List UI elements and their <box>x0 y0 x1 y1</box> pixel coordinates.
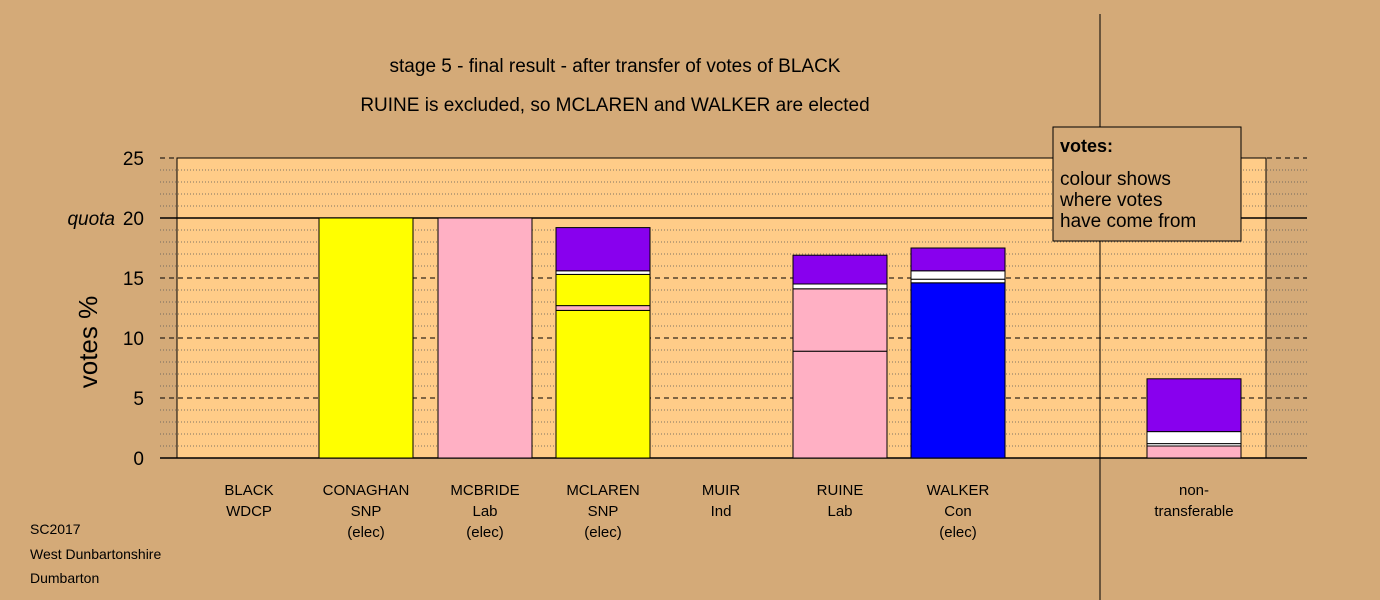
category-label: SNP <box>588 503 619 520</box>
legend-line-2: where votes <box>1059 190 1162 211</box>
y-tick-label: 25 <box>123 149 144 170</box>
footer-year: SC2017 <box>30 521 81 537</box>
y-tick-label: 15 <box>123 269 144 290</box>
category-label: WALKER <box>927 482 990 499</box>
category-label: Lab <box>472 503 497 520</box>
legend-heading: votes: <box>1060 136 1113 156</box>
footer-council: West Dunbartonshire <box>30 546 162 562</box>
bar-segment <box>555 270 651 275</box>
category-label: transferable <box>1154 503 1233 520</box>
bar-segment <box>792 254 888 285</box>
legend-box-frame <box>1052 126 1242 242</box>
bar-segment <box>555 309 651 459</box>
category-label: CONAGHAN <box>323 482 410 499</box>
category-label: non- <box>1179 482 1209 499</box>
bar-segment <box>318 217 414 459</box>
legend-line-1: colour shows <box>1060 169 1171 190</box>
category-label: RUINE <box>817 482 864 499</box>
bar-segment <box>792 283 888 290</box>
category-label: MCLAREN <box>566 482 639 499</box>
category-label: SNP <box>351 503 382 520</box>
bar-segment <box>555 305 651 311</box>
category-label: Ind <box>711 503 732 520</box>
bar-segment <box>792 288 888 352</box>
bar-segment <box>792 350 888 459</box>
category-label: (elec) <box>347 524 385 541</box>
bar-segment <box>910 278 1006 284</box>
legend-line-3: have come from <box>1060 211 1196 232</box>
category-label: (elec) <box>584 524 622 541</box>
legend-box: votes: colour shows where votes have com… <box>1052 126 1242 242</box>
category-label: MUIR <box>702 482 740 499</box>
bar-segment <box>555 227 651 272</box>
y-tick-label: 5 <box>133 389 144 410</box>
chart-subtitle: RUINE is excluded, so MCLAREN and WALKER… <box>360 95 869 116</box>
category-label: WDCP <box>226 503 272 520</box>
category-label: (elec) <box>939 524 977 541</box>
bar-segment <box>555 273 651 307</box>
category-label: MCBRIDE <box>450 482 519 499</box>
bar-segment <box>1146 378 1242 433</box>
category-label: Con <box>944 503 972 520</box>
bar-segment <box>437 217 533 459</box>
chart-title: stage 5 - final result - after transfer … <box>390 56 841 77</box>
bar-segment <box>910 270 1006 280</box>
category-label: Lab <box>827 503 852 520</box>
bar-segment <box>1146 431 1242 445</box>
y-tick-label: 0 <box>133 449 144 470</box>
category-label: BLACK <box>224 482 273 499</box>
y-axis-label: votes % <box>73 296 103 389</box>
footer-ward: Dumbarton <box>30 570 100 586</box>
bar-segment <box>1146 445 1242 459</box>
quota-label: quota <box>67 209 115 230</box>
y-tick-label: 20 <box>123 209 144 230</box>
y-tick-label: 10 <box>123 329 144 350</box>
category-label: (elec) <box>466 524 504 541</box>
bar-segment <box>910 247 1006 272</box>
bar-segment <box>910 282 1006 459</box>
